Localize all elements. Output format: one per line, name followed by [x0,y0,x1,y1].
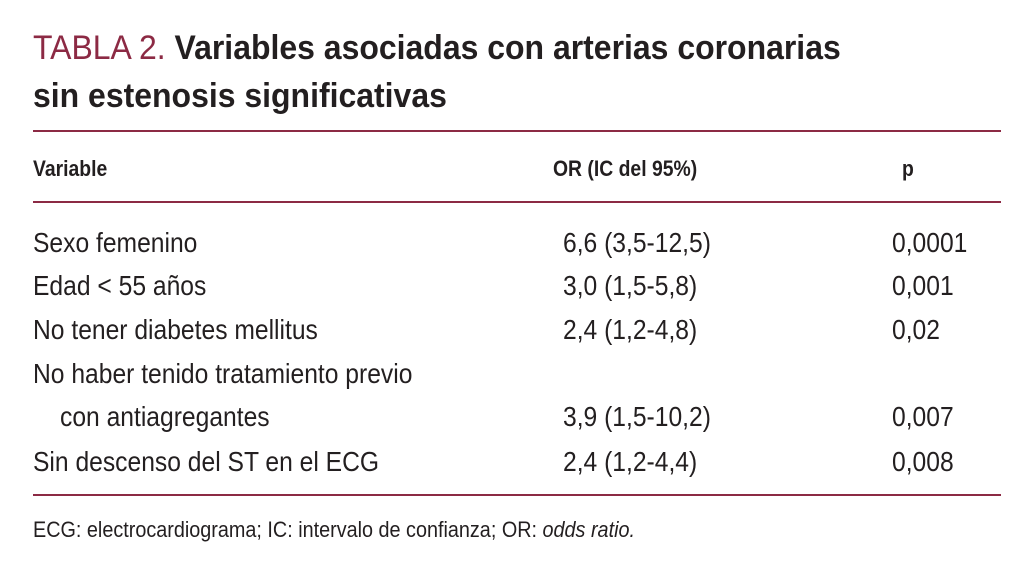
row-2-or: 3,0 (1,5-5,8) [563,270,698,301]
table-title: TABLA 2. Variables asociadas con arteria… [33,24,945,120]
row-4-variable-continued: con antiagregantes [60,401,270,432]
row-5-or: 2,4 (1,2-4,4) [563,446,698,477]
row-3-p: 0,02 [892,314,940,345]
footnote-italic: odds ratio. [542,517,635,542]
row-4-p: 0,007 [892,401,954,432]
table-label: TABLA 2. [33,29,166,67]
column-header-p: p [902,156,914,181]
table-footnote: ECG: electrocardiograma; IC: intervalo d… [33,514,635,546]
row-4-variable: No haber tenido tratamiento previo [33,358,413,389]
bottom-rule [33,494,1001,496]
row-4-or: 3,9 (1,5-10,2) [563,401,711,432]
row-1-variable: Sexo femenino [33,227,198,258]
row-2-p: 0,001 [892,270,954,301]
title-text-1: Variables asociadas con arterias coronar… [174,29,841,67]
column-header-variable: Variable [33,156,108,181]
row-5-p: 0,008 [892,446,954,477]
header-rule [33,201,1001,203]
top-rule [33,130,1001,132]
row-3-variable: No tener diabetes mellitus [33,314,318,345]
row-2-variable: Edad < 55 años [33,270,207,301]
title-line-2: sin estenosis significativas [33,77,447,115]
row-5-variable: Sin descenso del ST en el ECG [33,446,380,477]
title-line-1: TABLA 2. Variables asociadas con arteria… [33,24,945,72]
column-header-or: OR (IC del 95%) [553,156,698,181]
footnote-text: ECG: electrocardiograma; IC: intervalo d… [33,517,543,542]
row-1-p: 0,0001 [892,227,968,258]
row-1-or: 6,6 (3,5-12,5) [563,227,711,258]
row-3-or: 2,4 (1,2-4,8) [563,314,698,345]
